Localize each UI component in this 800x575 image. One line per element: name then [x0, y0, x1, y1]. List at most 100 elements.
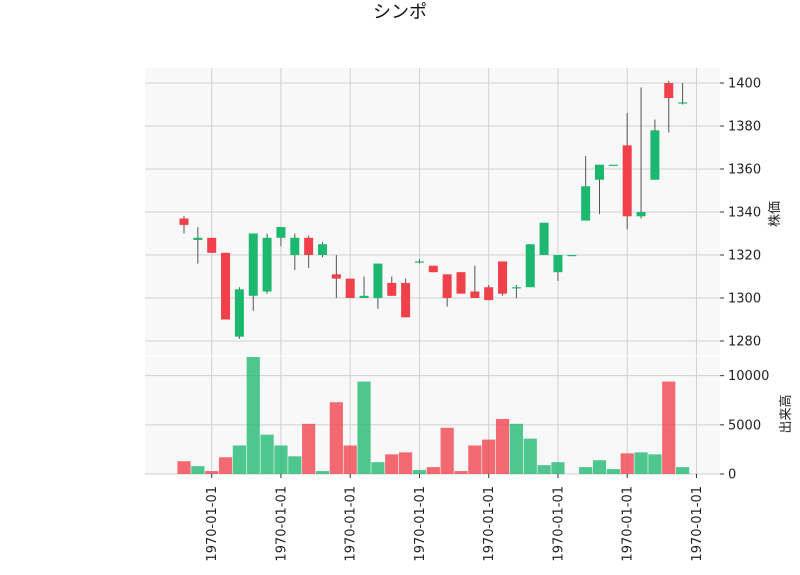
volume-bar [274, 445, 288, 474]
volume-bar [523, 438, 537, 474]
candle-body [234, 289, 244, 337]
volume-bar [246, 356, 260, 474]
volume-bar [454, 471, 468, 474]
price-tick-label: 1380 [728, 120, 761, 135]
candle-body [511, 287, 521, 289]
volume-bar [371, 462, 385, 474]
volume-bar [412, 470, 427, 474]
volume-bar [509, 423, 523, 474]
price-tick-label: 1340 [728, 206, 761, 221]
candle-body [636, 212, 646, 217]
price-tick-label: 1320 [728, 248, 761, 263]
candle-body [262, 237, 272, 292]
volume-bar [357, 381, 371, 474]
volume-bar [482, 439, 496, 474]
volume-bar [205, 471, 219, 474]
candle-body [387, 282, 397, 296]
volume-bar [468, 445, 482, 474]
price-tick-label: 1360 [728, 163, 761, 178]
volume-bar [329, 402, 343, 474]
price-axis-label: 株価 [768, 201, 783, 227]
volume-tick-label: 10000 [728, 369, 769, 384]
candle-body [248, 233, 258, 296]
candles [179, 80, 688, 339]
candle-body [221, 252, 231, 320]
candle-body [414, 261, 424, 263]
candle-body [193, 237, 203, 240]
candle-body [345, 278, 355, 298]
date-tick-label: 1970-01-01 [205, 486, 220, 562]
candle-body [470, 291, 480, 298]
candle-body [401, 282, 411, 318]
candle-body [678, 102, 688, 104]
price-tick-label: 1280 [728, 334, 761, 349]
volume-bar [218, 457, 233, 474]
candle-body [290, 237, 300, 255]
volume-bar [232, 445, 246, 474]
date-tick-label: 1970-01-01 [621, 486, 636, 562]
candle-body [428, 265, 438, 273]
candle-body [664, 83, 674, 99]
candle-body [553, 254, 563, 273]
volume-bar [343, 445, 357, 474]
volume-tick-label: 5000 [728, 418, 761, 433]
volume-bar [399, 452, 413, 474]
candle-body [179, 218, 189, 225]
candle-body [539, 222, 549, 255]
volume-bar [260, 434, 274, 474]
volume-bar [648, 454, 662, 474]
candle-body [581, 186, 591, 221]
price-tick-label: 1400 [728, 77, 761, 92]
volume-bar [579, 467, 593, 474]
volume-bar [634, 452, 648, 474]
volume-bars [177, 356, 690, 474]
price-tick-label: 1300 [728, 291, 761, 306]
chart-title: シンポ [373, 2, 427, 23]
date-tick-label: 1970-01-01 [344, 486, 359, 562]
candle-body [595, 164, 604, 180]
date-tick-label: 1970-01-01 [413, 486, 428, 562]
volume-tick-label: 0 [728, 468, 736, 483]
candle-body [276, 227, 286, 238]
volume-bar [620, 453, 634, 474]
volume-bar [302, 423, 316, 474]
date-tick-label: 1970-01-01 [274, 486, 289, 562]
candle-body [608, 164, 618, 166]
volume-bar [592, 460, 607, 474]
volume-axis-label: 出来高 [778, 394, 794, 433]
candle-body [650, 130, 660, 180]
volume-bar [606, 469, 620, 474]
volume-bar [426, 467, 440, 474]
candle-body [498, 261, 508, 294]
date-tick-label: 1970-01-01 [690, 486, 705, 562]
candle-body [304, 237, 314, 255]
volume-bar [385, 454, 399, 474]
volume-bar [440, 427, 454, 474]
volume-bar [551, 462, 565, 474]
volume-bar [177, 461, 191, 474]
candle-body [442, 274, 452, 298]
volume-bar [191, 466, 205, 474]
volume-bar [676, 467, 690, 474]
candle-body [484, 287, 494, 301]
candle-body [525, 244, 535, 288]
candle-body [373, 263, 383, 298]
candle-body [207, 237, 217, 253]
candle-body [318, 244, 327, 255]
candle-body [567, 254, 577, 257]
candle-body [456, 272, 466, 294]
date-tick-label: 1970-01-01 [551, 486, 566, 562]
candle-body [359, 295, 369, 298]
price-axis: 1280 1300 1320 1340 1360 1380 1400 [720, 77, 761, 349]
volume-bar [288, 456, 302, 474]
volume-bar [537, 465, 551, 474]
volume-axis: 0 5000 10000 [720, 369, 769, 483]
candle-body [331, 274, 341, 279]
volume-bar [495, 418, 510, 474]
date-tick-label: 1970-01-01 [482, 486, 497, 562]
candle-body [622, 145, 632, 217]
volume-bar [315, 471, 330, 474]
volume-bar [662, 381, 676, 474]
